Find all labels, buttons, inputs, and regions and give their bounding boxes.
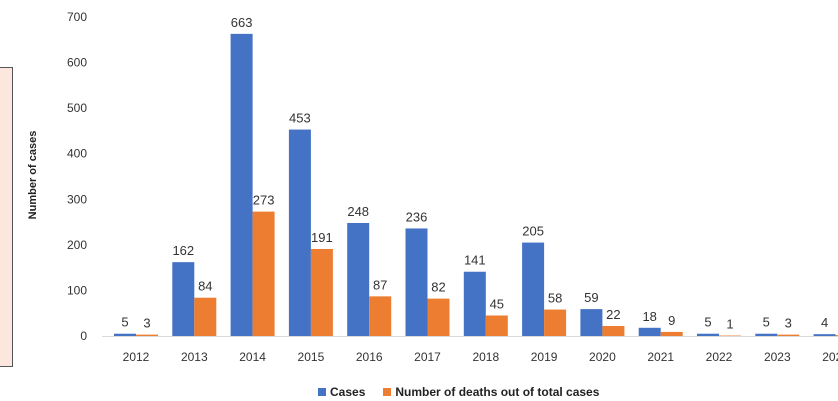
y-axis-label: Number of cases [27, 131, 39, 220]
bar-deaths [136, 334, 158, 336]
data-label-deaths: 9 [668, 313, 675, 328]
data-label-cases: 141 [464, 253, 486, 268]
bar-deaths [835, 335, 838, 336]
data-label-cases: 5 [121, 315, 128, 330]
legend: Cases Number of deaths out of total case… [318, 385, 599, 399]
data-label-cases: 663 [231, 15, 253, 30]
bar-cases [697, 333, 719, 336]
data-label-cases: 4 [821, 315, 828, 330]
bar-deaths [660, 331, 683, 336]
data-label-cases: 5 [704, 315, 711, 330]
bar-cases [172, 262, 195, 336]
data-label-deaths: 191 [311, 230, 333, 245]
x-tick-label: 2022 [706, 350, 733, 364]
y-tick-label: 300 [67, 192, 87, 206]
legend-item-deaths: Number of deaths out of total cases [383, 385, 599, 399]
bar-deaths [427, 298, 450, 336]
x-tick-label: 2015 [298, 350, 325, 364]
x-tick-label: 2018 [472, 350, 499, 364]
bar-deaths [485, 315, 508, 336]
y-tick-label: 100 [67, 283, 87, 297]
x-tick-label: 2019 [531, 350, 558, 364]
x-tick-label: 2024 [822, 350, 838, 364]
y-tick-label: 400 [67, 147, 87, 161]
y-tick-label: 700 [67, 10, 87, 24]
data-label-cases: 205 [522, 224, 544, 239]
x-tick-label: 2014 [239, 350, 266, 364]
data-label-deaths: 58 [548, 291, 562, 306]
bar-cases [463, 271, 486, 336]
bar-deaths [194, 297, 217, 336]
bar-deaths [310, 248, 333, 336]
data-label-cases: 18 [642, 309, 656, 324]
data-label-cases: 162 [172, 243, 194, 258]
data-label-deaths: 1 [726, 317, 733, 332]
data-label-cases: 5 [763, 315, 770, 330]
data-label-deaths: 3 [143, 316, 150, 331]
data-label-deaths: 273 [253, 193, 275, 208]
x-tick-label: 2021 [647, 350, 674, 364]
bar-cases [114, 333, 136, 336]
data-label-deaths: 82 [431, 280, 445, 295]
bar-cases [347, 222, 370, 336]
x-tick-label: 2023 [764, 350, 791, 364]
data-label-deaths: 84 [198, 279, 212, 294]
bar-deaths [252, 211, 275, 336]
data-label-cases: 59 [584, 290, 598, 305]
legend-item-cases: Cases [318, 385, 365, 399]
data-label-cases: 248 [347, 204, 369, 219]
legend-swatch-cases [318, 388, 326, 396]
bar-cases [813, 334, 836, 336]
legend-swatch-deaths [383, 388, 392, 396]
bar-cases [522, 242, 545, 336]
bar-deaths [602, 325, 625, 336]
data-label-deaths: 87 [373, 277, 387, 292]
bar-deaths [777, 334, 800, 336]
bar-cases [580, 309, 603, 336]
bar-cases [230, 33, 253, 337]
data-label-cases: 453 [289, 111, 311, 126]
y-tick-label: 200 [67, 238, 87, 252]
x-tick-label: 2020 [589, 350, 616, 364]
data-label-deaths: 45 [490, 296, 504, 311]
bar-cases [755, 333, 778, 336]
y-tick-label: 600 [67, 56, 87, 70]
side-panel [0, 67, 13, 367]
x-tick-label: 2017 [414, 350, 441, 364]
x-axis-ticks: 2012 2013 2014 2015 2016 2017 2018 2019 2020 2021… [123, 350, 838, 364]
legend-label-cases: Cases [330, 385, 366, 399]
y-tick-label: 0 [80, 329, 87, 343]
x-tick-label: 2012 [123, 350, 150, 364]
bar-deaths [544, 309, 567, 336]
legend-label-deaths: Number of deaths out of total cases [395, 385, 600, 399]
data-label-deaths: 22 [606, 307, 620, 322]
x-tick-label: 2016 [356, 350, 383, 364]
bar-cases [405, 228, 428, 336]
data-label-deaths: 3 [785, 316, 792, 331]
x-tick-label: 2013 [181, 350, 208, 364]
bar-cases [638, 327, 661, 336]
bar-cases [288, 129, 311, 336]
data-label-cases: 236 [406, 209, 428, 224]
bar-deaths [369, 296, 392, 336]
y-axis-ticks: 0 100 200 300 400 500 600 700 [67, 10, 87, 343]
y-tick-label: 500 [67, 101, 87, 115]
